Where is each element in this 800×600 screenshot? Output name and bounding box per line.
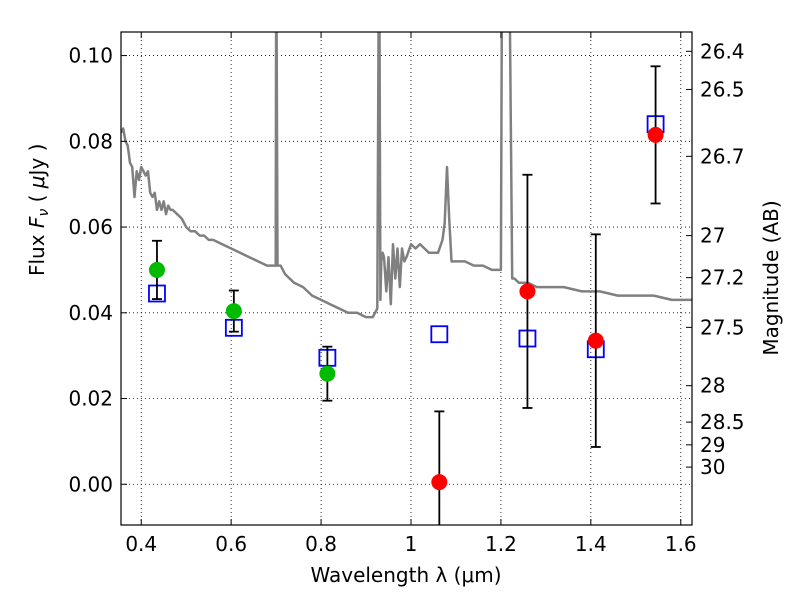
x-tick-label: 0.8 — [305, 532, 337, 556]
right-tick-label: 29 — [700, 433, 725, 457]
y-tick-label: 0.02 — [68, 387, 113, 411]
y-tick-label: 0.04 — [68, 301, 113, 325]
right-tick-label: 26.5 — [700, 77, 745, 101]
observed-nir-point — [587, 332, 604, 349]
model-sed-line — [121, 32, 692, 319]
right-tick-label: 28.5 — [700, 410, 745, 434]
x-tick-label: 0.4 — [125, 532, 157, 556]
y-tick-label: 0.10 — [68, 44, 113, 68]
right-axis-label: Magnitude (AB) — [759, 200, 783, 355]
right-tick-label: 27 — [700, 224, 725, 248]
model-photometry-point — [430, 325, 449, 344]
plot-frame — [120, 31, 693, 526]
observed-nir-point — [519, 283, 536, 300]
x-tick-label: 1.2 — [485, 532, 517, 556]
observed-points — [148, 126, 664, 491]
right-tick-label: 28 — [700, 374, 725, 398]
observed-nir-point — [647, 126, 664, 143]
x-tick-label: 1.4 — [575, 532, 607, 556]
sed-layer — [121, 32, 692, 319]
right-tick-label: 27.2 — [700, 266, 745, 290]
axes: 0.4 0.6 0.8 1 1.2 1.4 1.6 0.00 0.02 0.04 0.06 0.08 0… — [68, 32, 745, 556]
observed-nir-point — [431, 474, 448, 491]
x-tick-label: 1.6 — [665, 532, 697, 556]
x-axis-label: Wavelength λ (μm) — [310, 563, 501, 587]
y-tick-label: 0.06 — [68, 215, 113, 239]
y-tick-label: 0.08 — [68, 129, 113, 153]
right-tick-label: 27.5 — [700, 315, 745, 339]
right-tick-label: 26.7 — [700, 144, 745, 168]
observed-optical-point — [148, 261, 165, 278]
x-tick-label: 1 — [405, 532, 418, 556]
x-tick-label: 0.6 — [215, 532, 247, 556]
observed-optical-point — [225, 303, 242, 320]
right-tick-label: 26.4 — [700, 39, 745, 63]
observed-optical-point — [319, 365, 336, 382]
y-axis-label: Flux Fν ( μJy ) — [25, 144, 52, 276]
right-tick-label: 30 — [700, 455, 725, 479]
y-tick-label: 0.00 — [68, 472, 113, 496]
